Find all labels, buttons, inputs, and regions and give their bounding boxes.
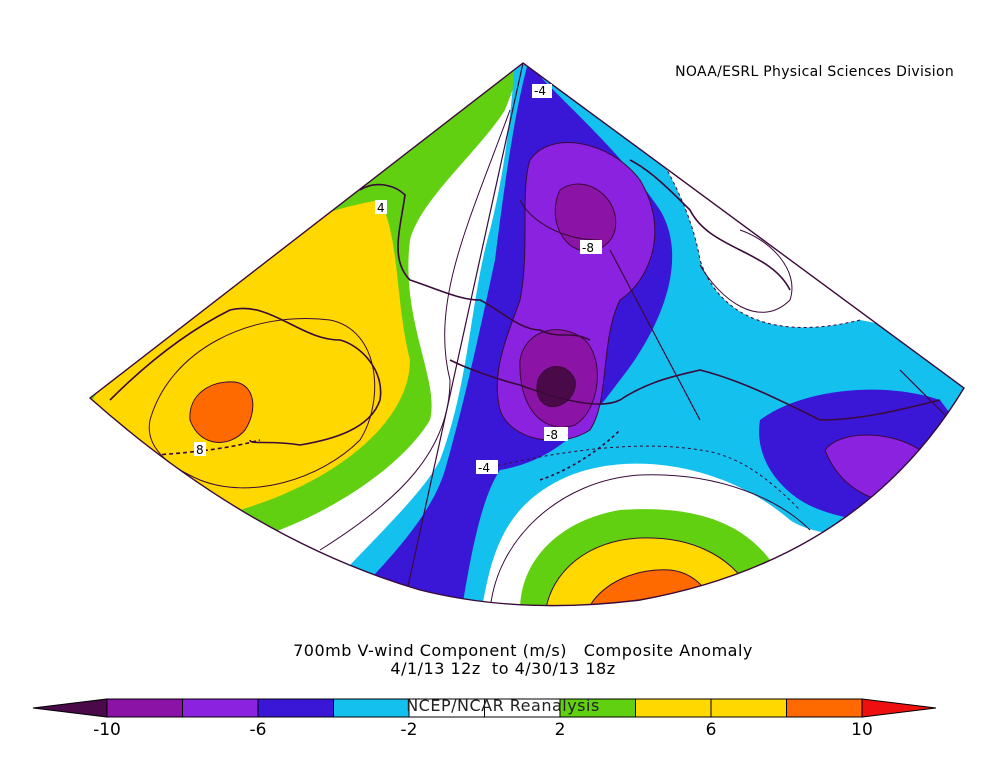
- colorbar-tick-label: -10: [93, 720, 121, 740]
- title-block: 700mb V-wind Component (m/s) Composite A…: [0, 642, 1006, 678]
- colorbar-tick-label: 2: [554, 720, 566, 740]
- positive-contour-8: [189, 381, 254, 443]
- title-line-3: NCEP/NCAR Reanalysis: [406, 696, 600, 715]
- colorbar: [32, 698, 937, 718]
- coastlines: [109, 159, 941, 481]
- contour-label: 4: [377, 201, 385, 215]
- boundary-line-2: [609, 249, 701, 421]
- credit-text: NOAA/ESRL Physical Sciences Division: [675, 64, 954, 80]
- colorbar-tick-label: -6: [249, 720, 267, 740]
- negative-contour-8a: [554, 183, 617, 252]
- colorbar-high-arrow: [861, 698, 937, 718]
- contour-label: -4: [534, 84, 546, 98]
- contour-label: -4: [478, 461, 490, 475]
- east-zero-contour: [699, 229, 793, 313]
- colorbar-tick-label: 10: [851, 720, 873, 740]
- south-zero-contour: [489, 474, 811, 606]
- map-border: [88, 62, 965, 607]
- colorbar-tick-label: -2: [400, 720, 418, 740]
- contour-labels: -4 4 -8 8 -8 -4: [194, 84, 602, 475]
- colorbar-tick-label: 6: [705, 720, 717, 740]
- contour-label: -8: [582, 241, 594, 255]
- contour-label: 8: [196, 443, 204, 457]
- dashed-contour-south: [479, 445, 801, 511]
- title-line-2: 4/1/13 12z to 4/30/13 18z: [390, 659, 616, 678]
- boundary-line-1: [404, 63, 524, 601]
- contour-label: -8: [546, 428, 558, 442]
- title-line-1: 700mb V-wind Component (m/s) Composite A…: [293, 641, 753, 660]
- zero-contour-line: [319, 109, 511, 551]
